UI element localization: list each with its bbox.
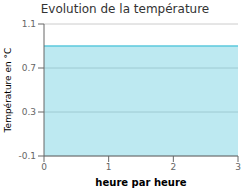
svg-text:3: 3 bbox=[235, 162, 241, 172]
svg-text:-0.1: -0.1 bbox=[18, 151, 36, 161]
svg-text:0.3: 0.3 bbox=[22, 107, 36, 117]
svg-text:2: 2 bbox=[170, 162, 176, 172]
svg-text:heure par heure: heure par heure bbox=[95, 177, 186, 188]
svg-text:0: 0 bbox=[41, 162, 47, 172]
svg-text:1: 1 bbox=[106, 162, 112, 172]
svg-text:1.1: 1.1 bbox=[22, 19, 36, 29]
svg-text:Température en °C: Température en °C bbox=[8, 48, 13, 134]
svg-text:0.7: 0.7 bbox=[22, 63, 36, 73]
html-text:Evolution de la température: Evolution de la température bbox=[40, 2, 210, 16]
